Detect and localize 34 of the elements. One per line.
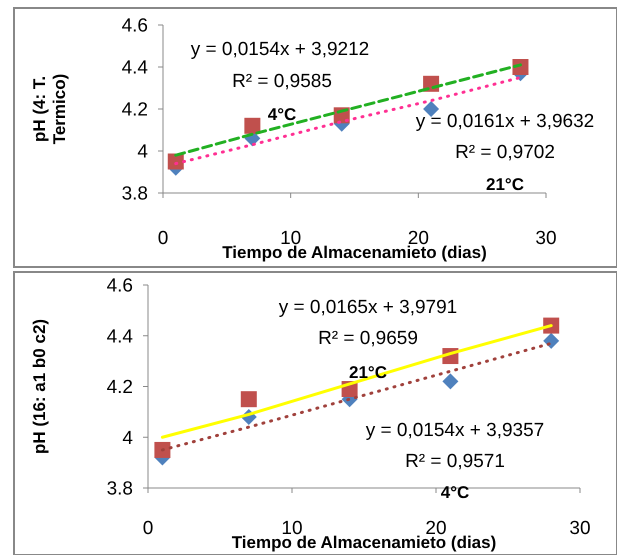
y-tick-label: 4.4: [122, 58, 148, 79]
x-tick-label: 0: [142, 518, 154, 539]
annotation: R² = 0,9702: [455, 142, 555, 163]
x-tick-label: 30: [569, 518, 591, 539]
point: [154, 442, 170, 458]
annotation: R² = 0,9585: [232, 71, 332, 92]
y-axis-title: pH (16: a1 b0 c2): [30, 318, 49, 454]
y-tick-label: 3.8: [122, 184, 148, 205]
y-tick-label: 4.6: [106, 276, 133, 297]
y-tick-label: 4.2: [106, 377, 133, 398]
annotation: 21°C: [486, 175, 524, 194]
annotation: y = 0,0161x + 3,9632: [416, 111, 594, 132]
point: [442, 373, 458, 390]
point: [244, 118, 260, 134]
y-tick-label: 3.8: [106, 478, 133, 500]
x-tick-label: 30: [535, 228, 557, 249]
annotation: 21°C: [349, 363, 387, 382]
annotation: 4°C: [268, 105, 296, 124]
y-tick-label: 4.2: [122, 100, 148, 121]
annotation: 4°C: [440, 483, 470, 502]
y-axis-title: pH (4: T. Termico): [30, 74, 69, 144]
point: [240, 391, 257, 408]
point: [423, 101, 440, 117]
annotation: R² = 0,9571: [405, 451, 505, 472]
y-tick-label: 4.6: [122, 16, 148, 37]
annotation: y = 0,0165x + 3,9791: [278, 297, 458, 318]
y-tick-label: 4.4: [106, 326, 134, 348]
annotation: R² = 0,9659: [318, 328, 418, 349]
point: [543, 332, 560, 349]
annotation: y = 0,0154x + 3,9357: [366, 420, 544, 441]
y-tick-label: 4: [137, 142, 148, 163]
annotation: y = 0,0154x + 3,9212: [190, 39, 370, 60]
x-tick-label: 0: [158, 228, 168, 249]
y-tick-label: 4: [122, 428, 134, 449]
